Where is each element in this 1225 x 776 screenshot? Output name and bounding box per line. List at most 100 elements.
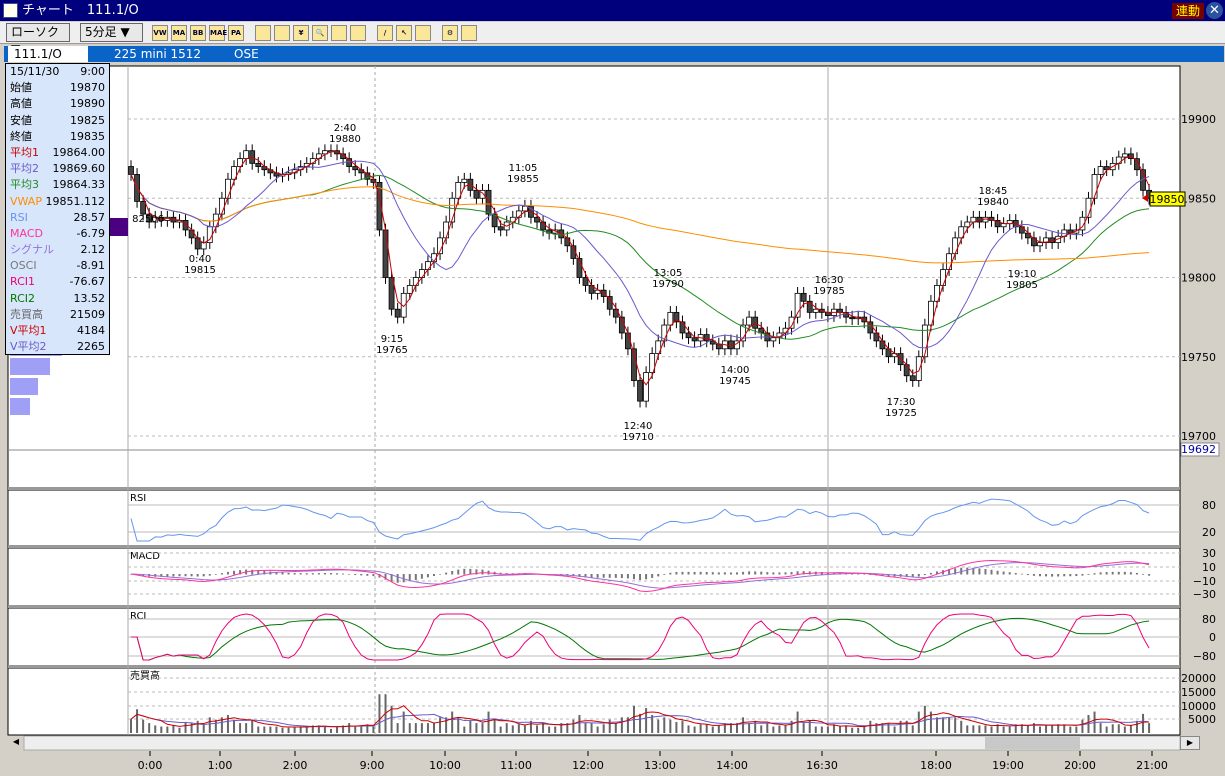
osci-bar bbox=[445, 572, 448, 575]
price-tick: 19700 bbox=[1181, 430, 1216, 443]
osci-bar bbox=[1002, 571, 1005, 575]
volume-bar bbox=[851, 727, 854, 733]
volume-bar bbox=[317, 725, 320, 733]
panel-frame bbox=[7, 65, 1181, 489]
time-label: 19:00 bbox=[992, 759, 1024, 772]
ma-icon[interactable]: MA bbox=[171, 25, 187, 41]
info-date: 15/11/30 bbox=[10, 65, 60, 78]
abacus-icon[interactable] bbox=[331, 25, 347, 41]
close-button[interactable]: ✕ bbox=[1206, 2, 1223, 19]
candle-body bbox=[249, 150, 256, 164]
scroll-left-button[interactable]: ◀ bbox=[12, 737, 20, 746]
osci-bar bbox=[214, 574, 217, 575]
volume-bar bbox=[1081, 719, 1084, 733]
volume-bar bbox=[1148, 723, 1151, 733]
info-value: -76.67 bbox=[69, 275, 105, 289]
link-button[interactable]: 連動 bbox=[1172, 3, 1204, 19]
vwap-icon[interactable]: VW bbox=[152, 25, 168, 41]
volume-bar bbox=[584, 723, 587, 733]
volume-bar bbox=[396, 723, 399, 733]
mae-icon[interactable]: MAE bbox=[209, 25, 227, 41]
yen-icon[interactable]: ¥ bbox=[293, 25, 309, 41]
current-price: 19850 bbox=[1150, 193, 1185, 206]
volume-bar bbox=[784, 725, 787, 733]
pa-icon[interactable]: PA bbox=[228, 25, 244, 41]
info-label: V平均2 bbox=[10, 340, 47, 354]
annotation-time: 14:00 bbox=[721, 365, 750, 376]
eraser-icon[interactable] bbox=[415, 25, 431, 41]
osci-bar bbox=[796, 571, 799, 575]
bb-icon[interactable]: BB bbox=[190, 25, 206, 41]
volume-bar bbox=[439, 717, 442, 733]
chart-type-dropdown[interactable]: ローソク ▼ bbox=[6, 23, 70, 56]
symbol-input[interactable] bbox=[8, 46, 88, 62]
osci-bar bbox=[190, 574, 193, 577]
ma2-line bbox=[130, 160, 1150, 349]
time-label: 12:00 bbox=[572, 759, 604, 772]
osci-bar bbox=[978, 568, 981, 575]
panel-tick: 0 bbox=[1209, 631, 1216, 644]
osci-bar bbox=[705, 571, 708, 575]
split-icon[interactable] bbox=[350, 25, 366, 41]
candle-body bbox=[443, 221, 450, 239]
panel-tick: 10 bbox=[1202, 561, 1216, 574]
grid-icon[interactable] bbox=[274, 25, 290, 41]
volume-bar bbox=[693, 726, 696, 733]
annotation-time: 12:40 bbox=[624, 421, 653, 432]
scroll-right-button[interactable]: ▶ bbox=[1180, 736, 1200, 750]
ruler-icon[interactable] bbox=[461, 25, 477, 41]
annotation-price: 19710 bbox=[622, 432, 654, 443]
volume-bar bbox=[1063, 724, 1066, 733]
candle-body bbox=[1097, 166, 1104, 175]
osci-bar bbox=[1117, 571, 1120, 575]
zoom-icon[interactable]: 🔍 bbox=[312, 25, 328, 41]
volume-bar bbox=[239, 723, 242, 733]
volume-bar bbox=[1117, 724, 1120, 733]
candle-body bbox=[649, 353, 656, 373]
cursor-icon[interactable]: ↖ bbox=[396, 25, 412, 41]
info-value: 2265 bbox=[77, 340, 105, 354]
panel-tick: 20000 bbox=[1181, 672, 1216, 685]
annotation-time: 11:05 bbox=[509, 163, 538, 174]
volume-bar bbox=[899, 720, 902, 733]
volume-bar bbox=[790, 720, 793, 733]
volume-bar bbox=[1045, 725, 1048, 733]
annotation-price: 19765 bbox=[376, 345, 408, 356]
candle-body bbox=[703, 334, 710, 342]
volume-bar bbox=[1099, 723, 1102, 733]
volume-bar bbox=[729, 723, 732, 733]
interval-dropdown[interactable]: 5分足 ▼ bbox=[80, 23, 143, 42]
line-chart-icon[interactable] bbox=[255, 25, 271, 41]
volume-bar bbox=[517, 724, 520, 733]
pen-icon[interactable]: / bbox=[377, 25, 393, 41]
osci-bar bbox=[905, 574, 908, 578]
info-value: 19864.33 bbox=[52, 178, 106, 192]
osci-bar bbox=[711, 572, 714, 575]
volume-bar bbox=[481, 723, 484, 733]
volume-bar bbox=[808, 720, 811, 733]
scroll-thumb[interactable] bbox=[985, 737, 1080, 749]
volume-bar bbox=[711, 726, 714, 733]
osci-bar bbox=[966, 567, 969, 575]
candle-body bbox=[243, 150, 250, 160]
candle-body bbox=[352, 166, 359, 171]
volume-bar bbox=[348, 723, 351, 733]
osci-bar bbox=[1142, 574, 1145, 575]
volume-bar bbox=[626, 717, 629, 733]
time-label: 13:00 bbox=[644, 759, 676, 772]
candle-body bbox=[946, 253, 952, 270]
osci-bar bbox=[784, 572, 787, 575]
rsi-line bbox=[130, 498, 1150, 542]
osci-bar bbox=[184, 574, 187, 577]
candle-body bbox=[449, 197, 456, 223]
osci-bar bbox=[929, 572, 932, 575]
volume-bar bbox=[451, 711, 454, 733]
volume-bar bbox=[723, 723, 726, 733]
volume-bar bbox=[669, 719, 672, 733]
osci-bar bbox=[348, 574, 351, 575]
osci-bar bbox=[954, 568, 957, 575]
settings-icon[interactable]: ⚙ bbox=[442, 25, 458, 41]
panel-tick: 20 bbox=[1202, 526, 1216, 539]
